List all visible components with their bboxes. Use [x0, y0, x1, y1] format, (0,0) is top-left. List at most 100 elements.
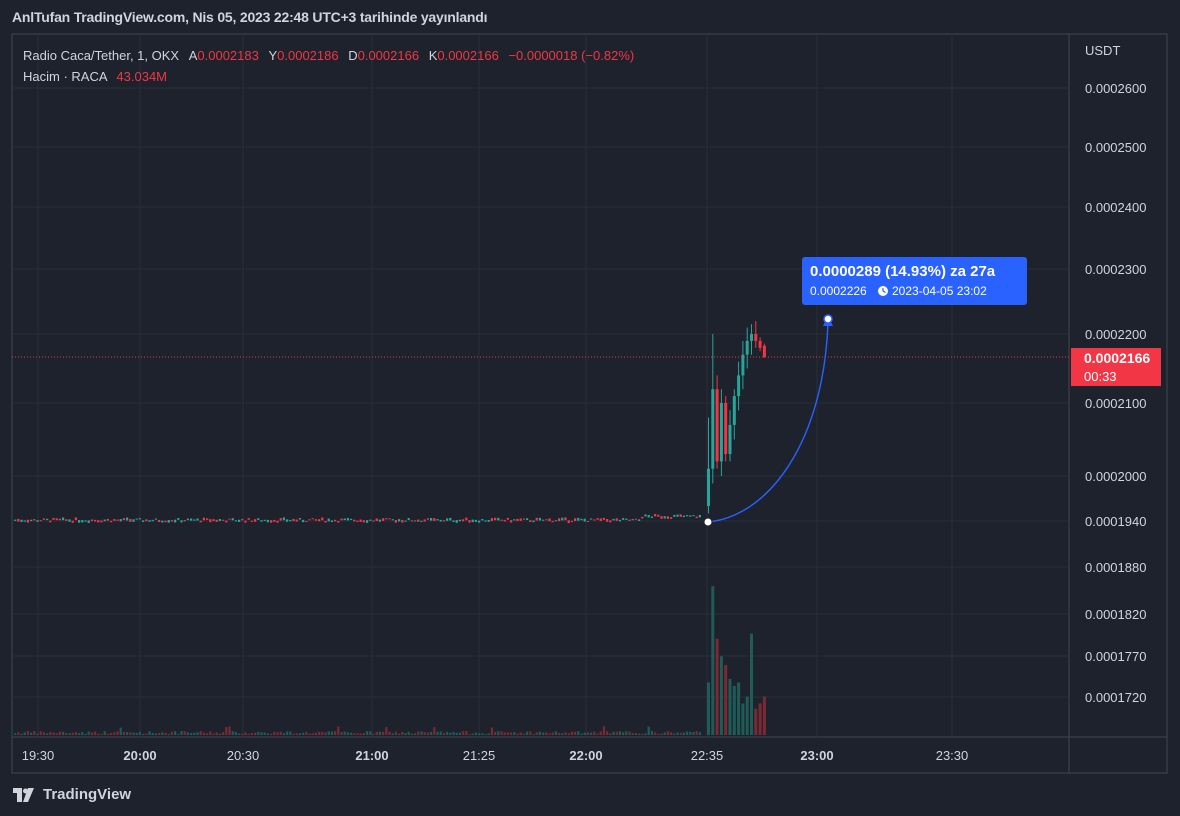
volume-bar: [676, 732, 679, 735]
current-price-value: 0.0002166: [1084, 350, 1150, 366]
volume-bar: [218, 733, 221, 735]
volume-bar: [142, 733, 145, 735]
flat-candle: [449, 517, 452, 521]
volume-bar: [522, 733, 525, 735]
volume-bar: [46, 733, 49, 735]
flat-candle: [526, 518, 529, 521]
volume-bar: [561, 733, 564, 735]
volume-bar: [660, 733, 663, 735]
flat-candle: [286, 519, 289, 522]
flat-candle: [420, 520, 423, 522]
price-tick-label: 0.0002200: [1085, 327, 1146, 342]
flat-candle: [202, 517, 205, 521]
volume-bar: [737, 682, 741, 735]
volume-bar: [318, 731, 321, 735]
flat-candle: [62, 517, 65, 521]
tradingview-branding[interactable]: TradingView: [13, 786, 131, 803]
current-price-label-box: [1071, 348, 1161, 386]
flat-candle: [311, 518, 314, 520]
ohlc-legend-row: Radio Caca/Tether, 1, OKX A0.0002183 Y0.…: [23, 45, 634, 66]
volume-bar: [468, 733, 471, 735]
flat-candle: [612, 518, 615, 521]
flat-candle: [81, 520, 84, 523]
volume-bar: [106, 733, 109, 735]
flat-candle: [510, 520, 513, 523]
flat-candle: [282, 517, 285, 521]
flat-candle: [478, 520, 481, 523]
flat-candle: [318, 519, 321, 522]
flat-candle: [468, 520, 471, 523]
open-value: 0.0002183: [197, 48, 259, 63]
flat-candle: [606, 519, 609, 522]
candle-body: [707, 468, 710, 506]
volume-bar: [298, 733, 301, 735]
flat-candle: [106, 518, 109, 521]
flat-candle: [241, 518, 244, 521]
volume-bar: [762, 696, 766, 735]
open-label: A: [188, 48, 198, 63]
volume-bar: [628, 731, 631, 735]
volume-bar: [754, 708, 758, 735]
flat-candle: [686, 515, 689, 517]
volume-bar: [282, 733, 285, 735]
volume-bar: [369, 731, 372, 735]
flat-candle: [378, 519, 381, 522]
volume-bar: [599, 731, 602, 735]
volume-bar: [276, 732, 279, 735]
volume-bar: [487, 733, 490, 735]
volume-bar: [551, 732, 554, 735]
volume-bar: [404, 733, 407, 735]
flat-candle: [375, 518, 378, 522]
price-axis-ticks: 0.0002600 0.0002500 0.0002400 0.0002300 0.00…: [1085, 81, 1146, 705]
volume-bar: [503, 732, 506, 735]
volume-bar: [228, 726, 231, 735]
flat-candle: [180, 520, 183, 523]
volume-bar: [532, 733, 535, 735]
volume-bar: [49, 731, 52, 735]
volume-bar: [741, 703, 745, 735]
flat-candle: [71, 520, 74, 523]
volume-bar: [193, 732, 196, 735]
flat-candle: [308, 519, 311, 521]
volume-bar: [474, 732, 477, 735]
volume-bar: [17, 732, 20, 735]
flat-candle: [522, 518, 525, 520]
volume-bar: [378, 731, 381, 735]
tradingview-logo-icon: [13, 787, 34, 802]
projection-datetime-text: 2023-04-05 23:02: [892, 284, 987, 298]
price-tick-label: 0.0001770: [1085, 649, 1146, 664]
price-tick-label: 0.0002400: [1085, 200, 1146, 215]
volume-bar: [23, 732, 26, 735]
volume-bar: [510, 732, 513, 735]
flat-candle: [97, 520, 100, 523]
volume-bar: [186, 732, 189, 735]
time-tick-label: 19:30: [22, 748, 55, 763]
projection-end-point[interactable]: [823, 314, 833, 324]
flat-candle: [292, 518, 295, 522]
candle-body: [750, 334, 753, 341]
time-tick-label: 23:30: [936, 748, 969, 763]
price-tick-label: 0.0001820: [1085, 607, 1146, 622]
flat-candle: [465, 517, 468, 521]
volume-label[interactable]: Hacim · RACA: [23, 69, 107, 84]
candle-body: [728, 424, 732, 455]
flat-candle: [183, 520, 186, 522]
symbol-title[interactable]: Radio Caca/Tether, 1, OKX: [23, 48, 180, 63]
flat-candle: [369, 519, 372, 521]
flat-candle: [231, 518, 234, 521]
candle-body: [732, 396, 736, 425]
projection-arc[interactable]: [707, 321, 829, 523]
projection-start-point[interactable]: [703, 517, 713, 527]
flat-candle: [366, 520, 369, 523]
time-tick-label: 20:30: [227, 748, 260, 763]
flat-candle: [641, 516, 644, 519]
flat-candle: [161, 520, 164, 523]
price-tick-label: 0.0002300: [1085, 262, 1146, 277]
flat-candle: [100, 520, 103, 523]
volume-bar: [574, 731, 577, 735]
flat-candle: [151, 519, 154, 522]
volume-bar: [606, 731, 609, 735]
flat-candle: [372, 520, 375, 522]
flat-candle: [321, 517, 324, 521]
